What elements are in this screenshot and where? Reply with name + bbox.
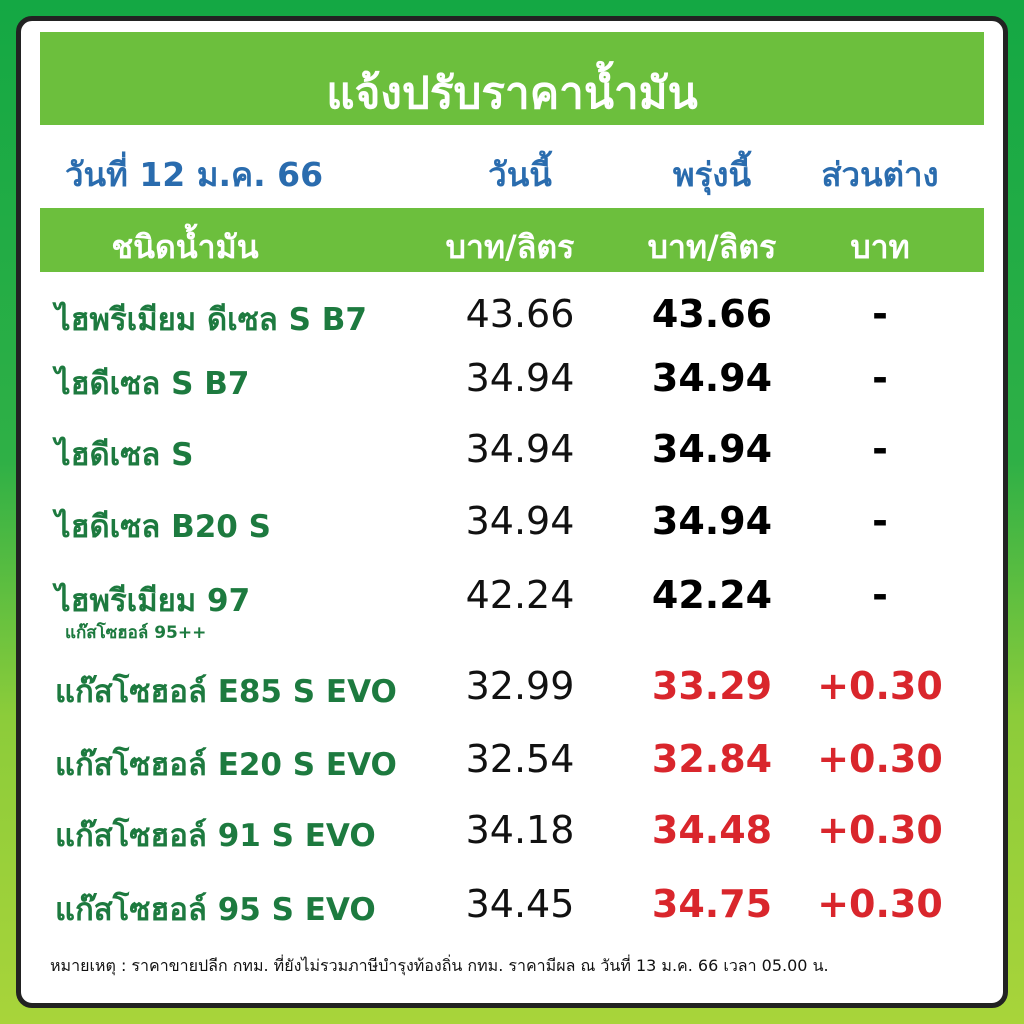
tomorrow-price: 34.94 (651, 499, 773, 543)
price-change: - (872, 356, 888, 400)
tomorrow-price: 34.75 (651, 882, 773, 926)
tomorrow-price: 34.94 (651, 427, 773, 471)
footnote: หมายเหตุ : ราคาขายปลีก กทม. ที่ยังไม่รวม… (50, 956, 829, 975)
today-price: 34.94 (465, 356, 575, 400)
change-label: ส่วนต่าง (821, 155, 939, 194)
fuel-name: ไฮพรีเมียม ดีเซล S B7 (55, 302, 367, 338)
fuel-name: ไฮดีเซล B20 S (55, 509, 271, 545)
price-change: - (872, 499, 888, 543)
price-change: +0.30 (817, 737, 943, 781)
price-change: +0.30 (817, 664, 943, 708)
tomorrow-price: 42.24 (651, 573, 773, 617)
date: วันที่ 12 ม.ค. 66 (65, 155, 324, 194)
price-change: +0.30 (817, 808, 943, 852)
today-price: 42.24 (465, 573, 575, 617)
price-change: +0.30 (817, 882, 943, 926)
today-price: 32.54 (465, 737, 575, 781)
tomorrow-price: 43.66 (651, 292, 773, 336)
today-price: 34.45 (465, 882, 575, 926)
column-header: บาท/ลิตร (647, 228, 777, 266)
today-label: วันนี้ (488, 155, 552, 194)
today-price: 34.18 (465, 808, 575, 852)
fuel-name: ไฮดีเซล S B7 (55, 366, 250, 402)
tomorrow-price: 34.48 (651, 808, 773, 852)
today-price: 34.94 (465, 427, 575, 471)
today-price: 34.94 (465, 499, 575, 543)
header-band (40, 208, 984, 272)
title: แจ้งปรับราคาน้ำมัน (326, 68, 698, 119)
column-header: บาท (850, 228, 910, 266)
fuel-name: แก๊สโซฮอล์ 91 S EVO (55, 818, 376, 854)
tomorrow-price: 32.84 (651, 737, 773, 781)
fuel-name: แก๊สโซฮอล์ E20 S EVO (55, 747, 397, 783)
fuel-name: แก๊สโซฮอล์ 95 S EVO (55, 892, 376, 928)
tomorrow-price: 34.94 (651, 356, 773, 400)
tomorrow-price: 33.29 (651, 664, 773, 708)
tomorrow-label: พรุ่งนี้ (672, 155, 752, 194)
today-price: 32.99 (465, 664, 575, 708)
column-header: ชนิดน้ำมัน (111, 228, 259, 266)
today-price: 43.66 (465, 292, 575, 336)
fuel-name: ไฮดีเซล S (55, 437, 194, 473)
price-change: - (872, 427, 888, 471)
fuel-name: แก๊สโซฮอล์ E85 S EVO (55, 674, 397, 710)
column-header: บาท/ลิตร (445, 228, 575, 266)
fuel-name: ไฮพรีเมียม 97 (55, 583, 251, 619)
price-change: - (872, 292, 888, 336)
title-band (40, 32, 984, 125)
fuel-subname: แก๊สโซฮอล์ 95++ (65, 623, 207, 643)
card (16, 16, 1008, 1008)
price-change: - (872, 573, 888, 617)
